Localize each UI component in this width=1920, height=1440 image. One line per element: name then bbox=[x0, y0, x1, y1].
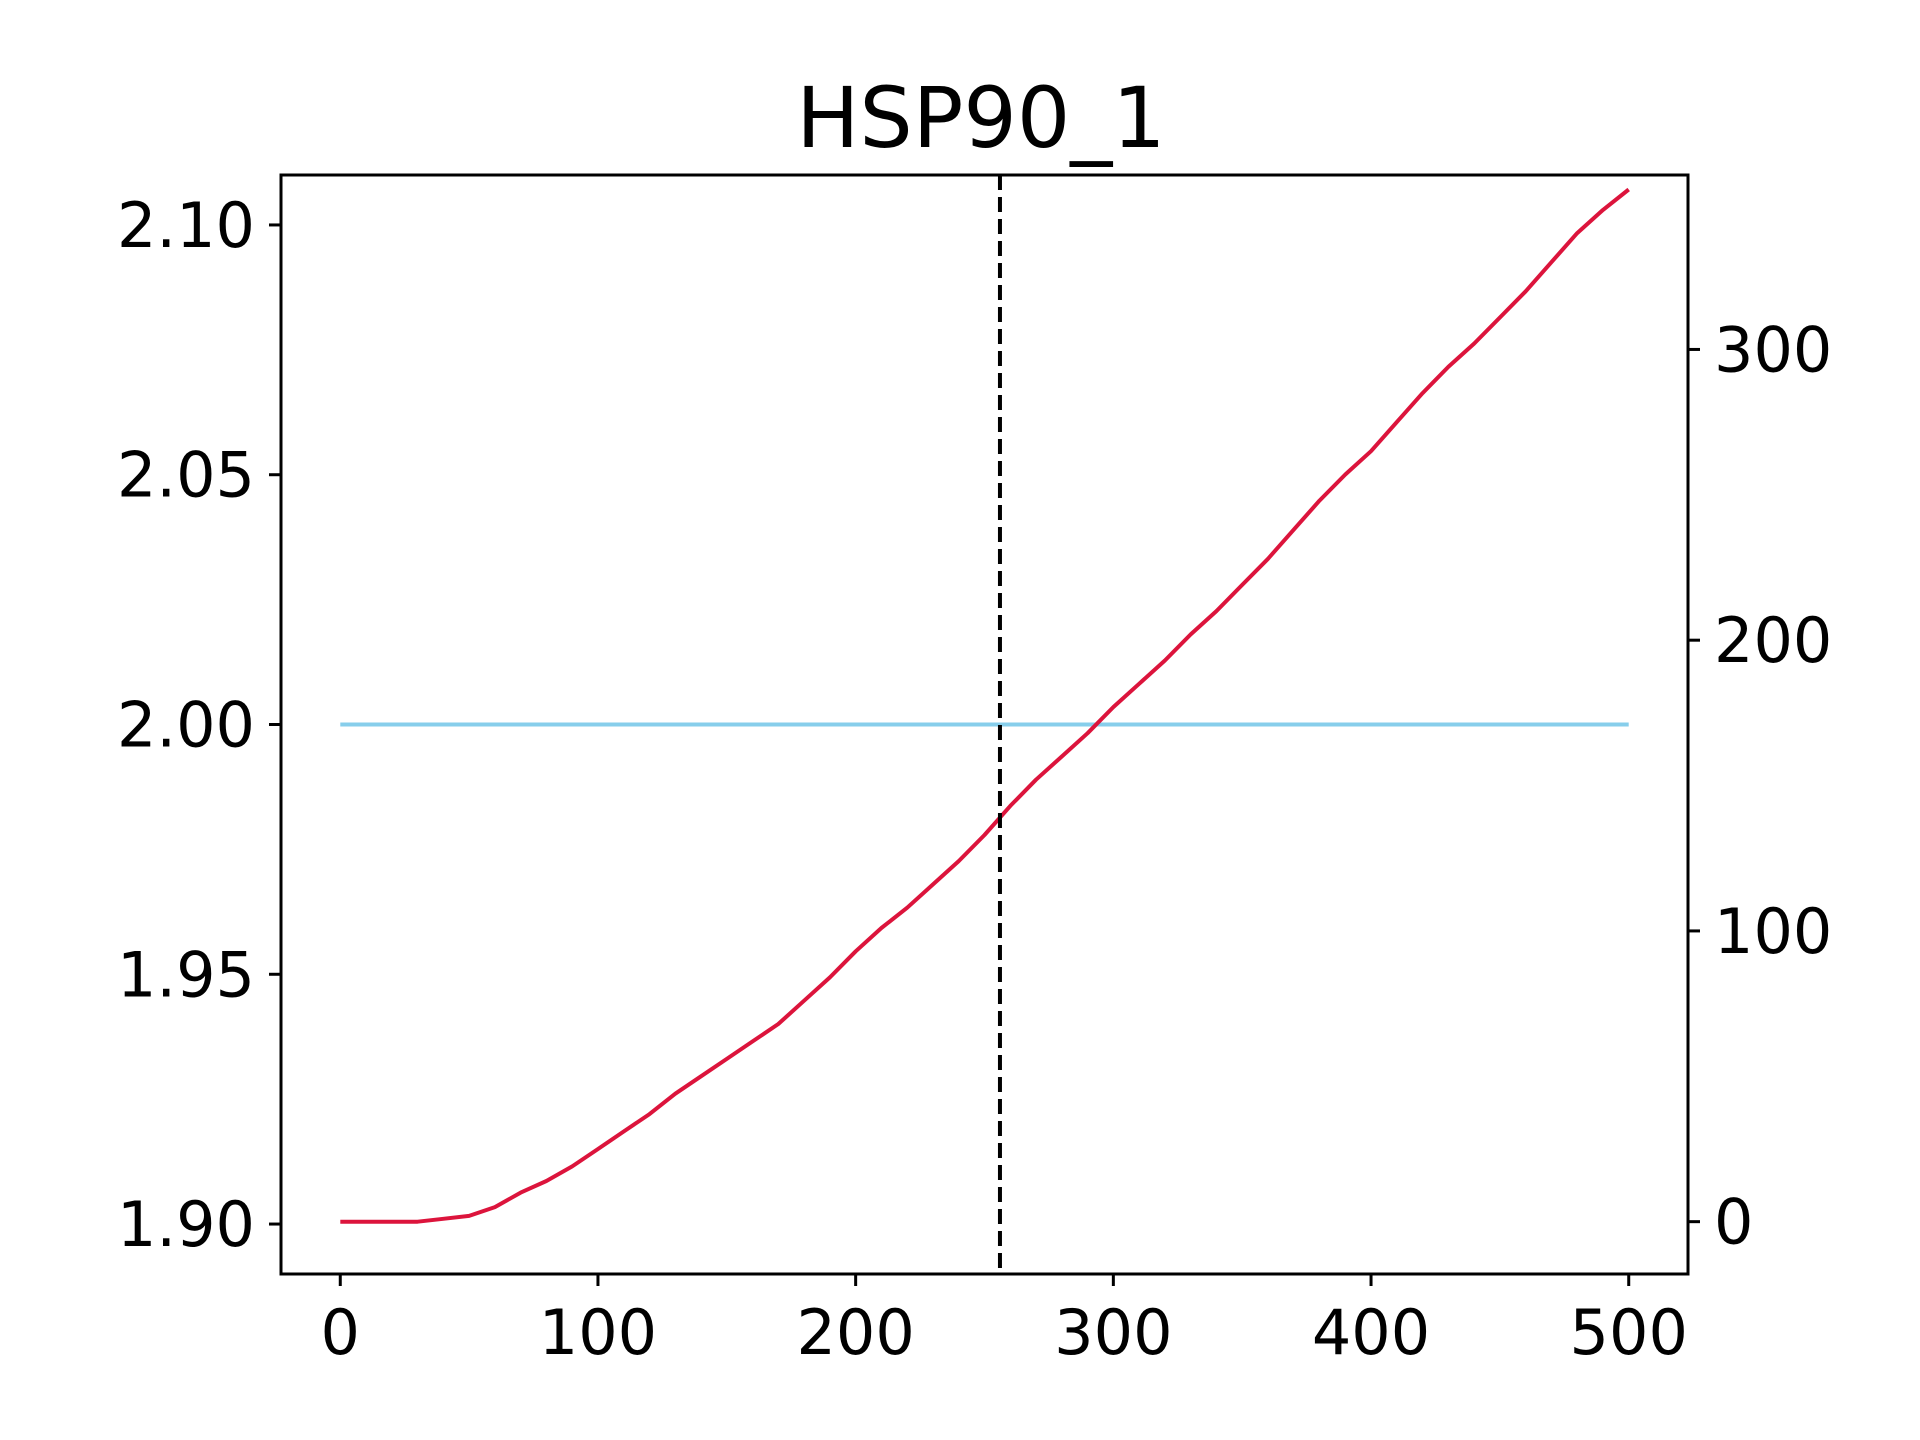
x-axis: 0 100 200 300 400 500 bbox=[321, 1274, 1688, 1369]
x-tick-label: 100 bbox=[539, 1296, 657, 1369]
y-left-tick-label: 2.10 bbox=[117, 189, 255, 262]
x-tick-label: 200 bbox=[796, 1296, 914, 1369]
y-right-tick-label: 200 bbox=[1714, 604, 1832, 677]
x-tick-label: 500 bbox=[1570, 1296, 1688, 1369]
series-line-2 bbox=[340, 187, 1630, 1224]
y-axis-left: 1.90 1.95 2.00 2.05 2.10 bbox=[117, 189, 281, 1261]
plot-area bbox=[340, 175, 1630, 1274]
chart-title: HSP90_1 bbox=[796, 69, 1165, 167]
y-right-tick-label: 100 bbox=[1714, 895, 1832, 968]
x-tick-label: 0 bbox=[321, 1296, 360, 1369]
y-right-tick-label: 300 bbox=[1714, 313, 1832, 386]
y-left-tick-label: 2.05 bbox=[117, 439, 255, 512]
x-tick-label: 300 bbox=[1054, 1296, 1172, 1369]
y-left-tick-label: 1.95 bbox=[117, 938, 255, 1011]
x-tick-label: 400 bbox=[1312, 1296, 1430, 1369]
y-axis-right: 0 100 200 300 bbox=[1688, 313, 1832, 1259]
y-left-tick-label: 2.00 bbox=[117, 689, 255, 762]
y-left-tick-label: 1.90 bbox=[117, 1188, 255, 1261]
y-right-tick-label: 0 bbox=[1714, 1186, 1753, 1259]
